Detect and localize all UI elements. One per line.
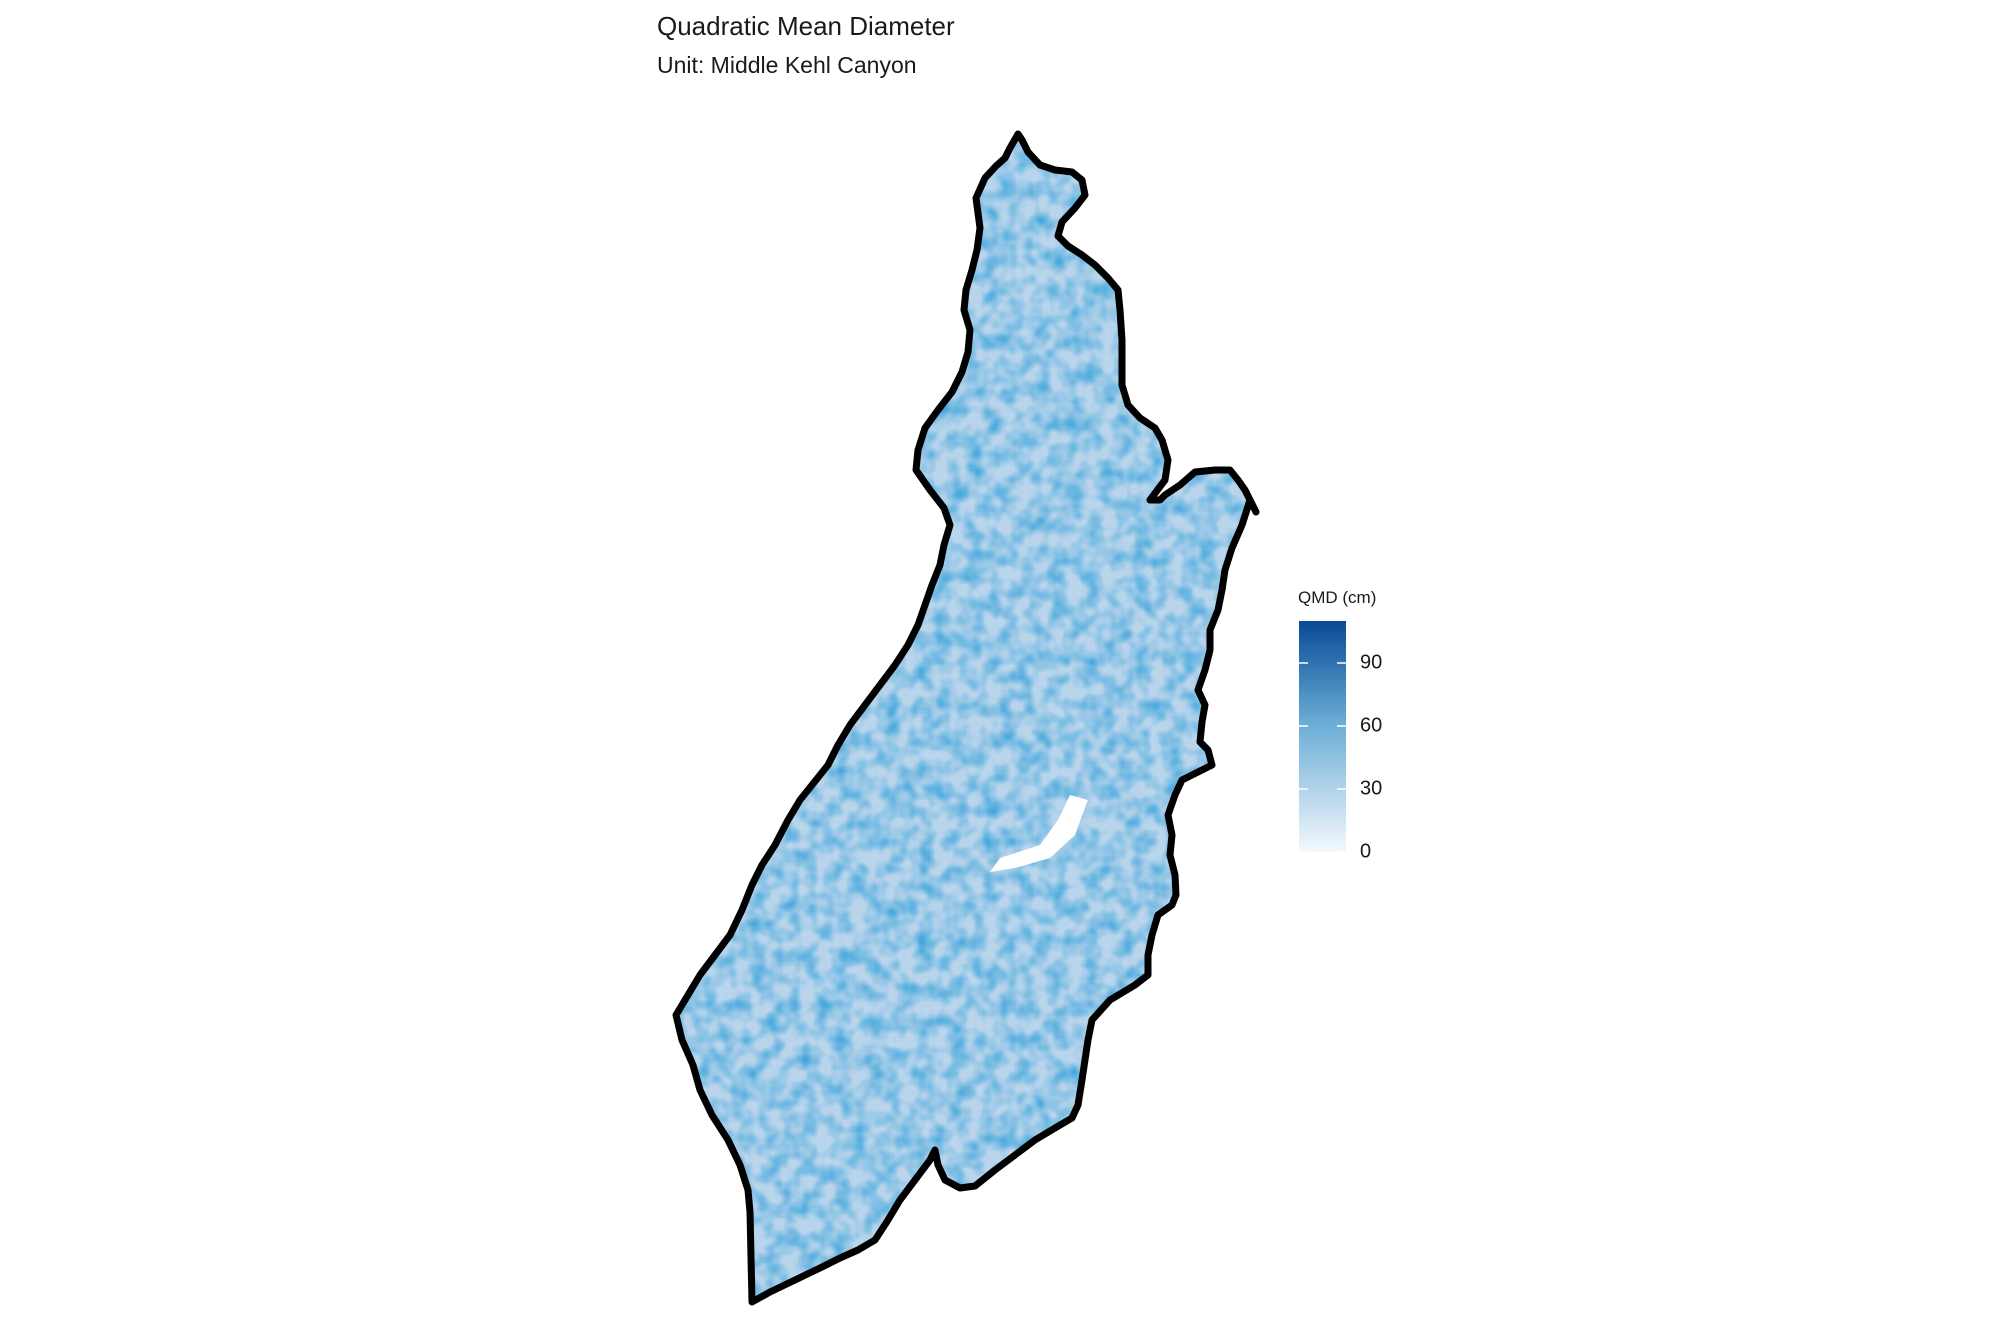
map-subtitle: Unit: Middle Kehl Canyon [657, 52, 917, 78]
unit-boundary [672, 130, 1260, 1306]
legend-tick-label: 60 [1360, 714, 1383, 737]
qmd-raster [676, 134, 1256, 1302]
raster-grid [676, 134, 1256, 1302]
nodata-gap [990, 795, 1088, 872]
legend-tick-label: 90 [1360, 651, 1383, 674]
legend-tickmarks [1299, 662, 1346, 853]
map-title: Quadratic Mean Diameter [657, 11, 955, 41]
legend-tick-label: 0 [1360, 840, 1372, 863]
legend-colorbar [1299, 621, 1346, 852]
legend-title: QMD (cm) [1298, 588, 1377, 607]
legend-tick-label: 30 [1360, 777, 1383, 800]
